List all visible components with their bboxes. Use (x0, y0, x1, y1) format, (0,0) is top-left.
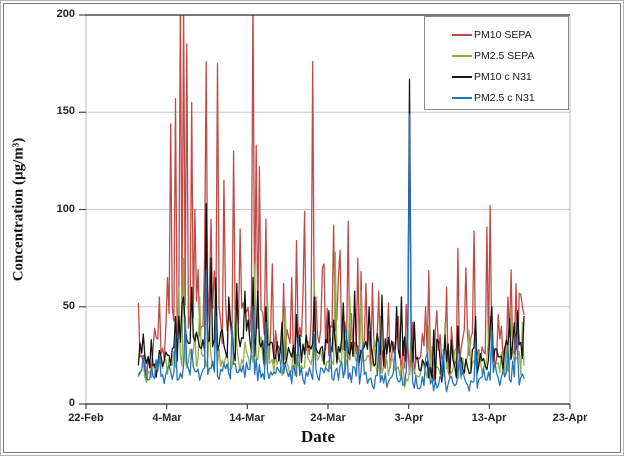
legend-label: PM2.5 SEPA (474, 49, 535, 62)
x-tick-22-feb: 22-Feb (68, 412, 104, 424)
legend: PM10 SEPA PM2.5 SEPA PM10 c N31 PM2.5 c … (424, 16, 569, 110)
y-tick-100: 100 (56, 203, 75, 215)
y-tick-200: 200 (56, 8, 75, 20)
y-tick-0: 0 (68, 397, 75, 409)
legend-label: PM2.5 c N31 (474, 91, 535, 104)
legend-item-pm10-sepa: PM10 SEPA (452, 24, 568, 45)
pm25-sepa-line-swatch (452, 54, 472, 57)
x-axis-title: Date (301, 427, 335, 446)
legend-label: PM10 SEPA (474, 28, 532, 41)
legend-item-pm10-n31: PM10 c N31 (452, 66, 568, 87)
x-tick-3-apr: 3-Apr (394, 412, 424, 424)
y-axis-title: Concentration (µg/m³) (10, 137, 27, 282)
x-tick-13-apr: 13-Apr (471, 412, 507, 424)
pm10-sepa-line-swatch (452, 33, 472, 36)
pm10-n31-line-swatch (452, 75, 472, 78)
x-tick-23-apr: 23-Apr (552, 412, 588, 424)
legend-item-pm25-n31: PM2.5 c N31 (452, 87, 568, 108)
legend-label: PM10 c N31 (474, 70, 532, 83)
y-tick-150: 150 (56, 105, 75, 117)
x-tick-24-mar: 24-Mar (310, 412, 346, 424)
y-tick-50: 50 (62, 300, 75, 312)
x-tick-4-mar: 4-Mar (152, 412, 182, 424)
pm25-n31-line-swatch (452, 96, 472, 99)
x-tick-14-mar: 14-Mar (229, 412, 265, 424)
legend-item-pm25-sepa: PM2.5 SEPA (452, 45, 568, 66)
